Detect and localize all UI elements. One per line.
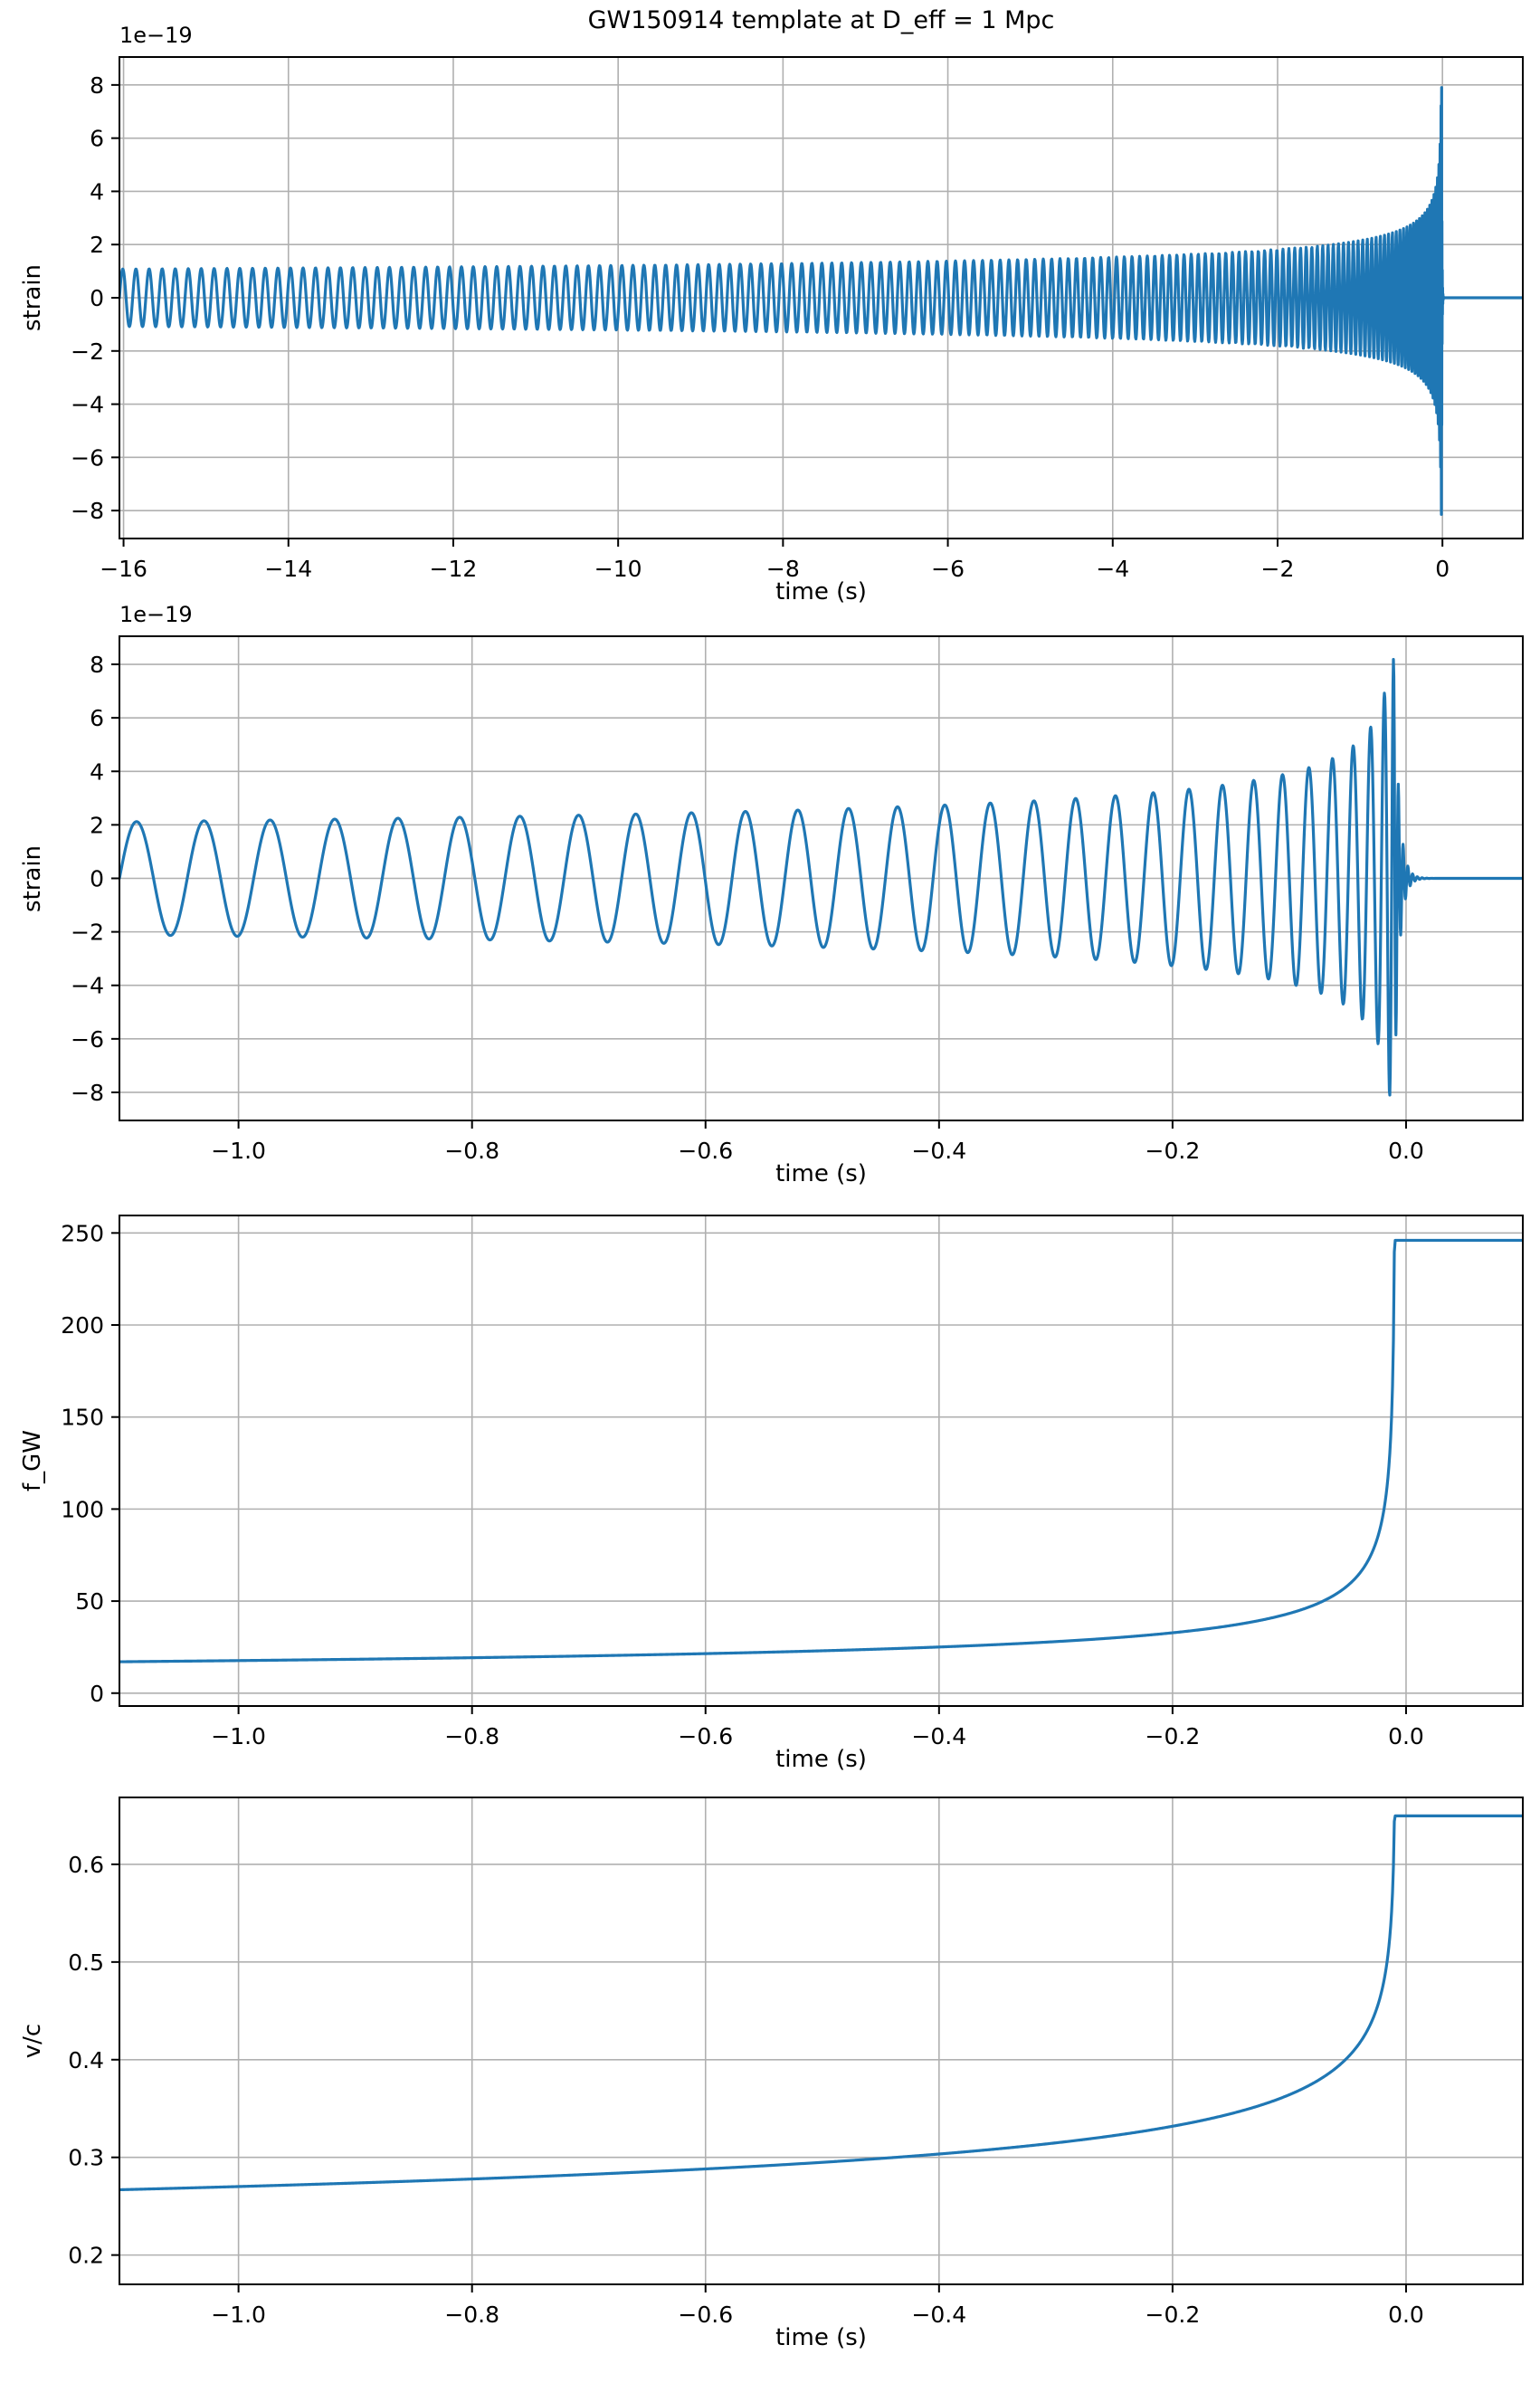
svg-text:6: 6 [90, 126, 104, 152]
axis-offset-label: 1e−19 [119, 602, 193, 627]
svg-text:0: 0 [90, 285, 104, 311]
svg-text:−14: −14 [264, 556, 312, 582]
svg-text:0: 0 [90, 1681, 104, 1707]
y-axis-label: f_GW [19, 1429, 46, 1492]
svg-text:−2: −2 [71, 920, 104, 946]
svg-text:100: 100 [61, 1496, 104, 1522]
svg-text:−1.0: −1.0 [211, 1723, 266, 1749]
svg-text:0.2: 0.2 [68, 2243, 104, 2269]
svg-text:0.0: 0.0 [1388, 2302, 1424, 2328]
svg-text:−0.6: −0.6 [678, 2302, 733, 2328]
svg-text:−4: −4 [71, 973, 104, 999]
plot-area-v-over-c: −1.0 −0.8 −0.6 −0.4 −0.2 0.0 0.2 0.3 0.4 0.5 0.6 [68, 1797, 1524, 2328]
svg-text:−16: −16 [100, 556, 147, 582]
svg-text:0.5: 0.5 [68, 1949, 104, 1976]
y-axis-label: strain [19, 263, 46, 332]
svg-text:−0.4: −0.4 [911, 1723, 966, 1749]
svg-text:0.4: 0.4 [68, 2047, 104, 2073]
x-axis-label: time (s) [775, 2324, 867, 2351]
svg-text:−4: −4 [1096, 556, 1129, 582]
svg-text:2: 2 [90, 812, 104, 838]
svg-text:−8: −8 [71, 498, 104, 524]
svg-text:−1.0: −1.0 [211, 1138, 266, 1164]
svg-text:4: 4 [90, 758, 104, 785]
svg-text:50: 50 [75, 1588, 104, 1615]
svg-text:−6: −6 [71, 444, 104, 471]
svg-text:0.6: 0.6 [68, 1852, 104, 1878]
y-axis-label: v/c [19, 2023, 46, 2059]
svg-text:4: 4 [90, 178, 104, 205]
svg-text:−0.2: −0.2 [1145, 1138, 1201, 1164]
svg-text:−2: −2 [1261, 556, 1295, 582]
plot-area-strain-zoom: −1.0 −0.8 −0.6 −0.4 −0.2 0.0 −8 −6 −4 −2 0 2 4 6 8 [71, 635, 1524, 1164]
svg-text:8: 8 [90, 652, 104, 678]
x-axis-label: time (s) [775, 578, 867, 605]
svg-text:−8: −8 [71, 1080, 104, 1106]
svg-text:250: 250 [61, 1220, 104, 1246]
x-axis-label: time (s) [775, 1746, 867, 1773]
figure-title: GW150914 template at D_eff = 1 Mpc [587, 6, 1055, 34]
svg-text:−0.4: −0.4 [911, 2302, 966, 2328]
svg-text:−10: −10 [594, 556, 642, 582]
svg-text:0: 0 [90, 866, 104, 892]
plot-area-strain-full: −16 −14 −12 −10 −8 −6 −4 −2 0 −8 −6 −4 −2 0 2 4 6 8 [71, 56, 1524, 582]
y-axis-label: strain [19, 844, 46, 912]
svg-text:−0.6: −0.6 [678, 1138, 733, 1164]
svg-text:−0.6: −0.6 [678, 1723, 733, 1749]
svg-text:−0.8: −0.8 [444, 1138, 499, 1164]
plot-area-frequency: −1.0 −0.8 −0.6 −0.4 −0.2 0.0 0 50 100 150 200 250 [61, 1215, 1524, 1749]
svg-text:0: 0 [1435, 556, 1450, 582]
svg-text:0.3: 0.3 [68, 2145, 104, 2171]
svg-text:150: 150 [61, 1405, 104, 1431]
svg-text:−12: −12 [430, 556, 478, 582]
svg-text:−8: −8 [766, 556, 800, 582]
svg-text:−0.8: −0.8 [444, 1723, 499, 1749]
svg-text:−0.4: −0.4 [911, 1138, 966, 1164]
svg-text:8: 8 [90, 72, 104, 99]
x-axis-label: time (s) [775, 1160, 867, 1187]
svg-text:0.0: 0.0 [1388, 1723, 1424, 1749]
svg-text:0.0: 0.0 [1388, 1138, 1424, 1164]
svg-text:−4: −4 [71, 392, 104, 418]
svg-text:−6: −6 [71, 1026, 104, 1053]
svg-text:−0.2: −0.2 [1145, 1723, 1201, 1749]
svg-text:−0.8: −0.8 [444, 2302, 499, 2328]
svg-text:−1.0: −1.0 [211, 2302, 266, 2328]
svg-text:6: 6 [90, 705, 104, 731]
svg-text:2: 2 [90, 232, 104, 258]
svg-text:200: 200 [61, 1312, 104, 1339]
svg-text:−6: −6 [931, 556, 965, 582]
axis-offset-label: 1e−19 [119, 23, 193, 48]
svg-text:−2: −2 [71, 338, 104, 365]
svg-text:−0.2: −0.2 [1145, 2302, 1201, 2328]
